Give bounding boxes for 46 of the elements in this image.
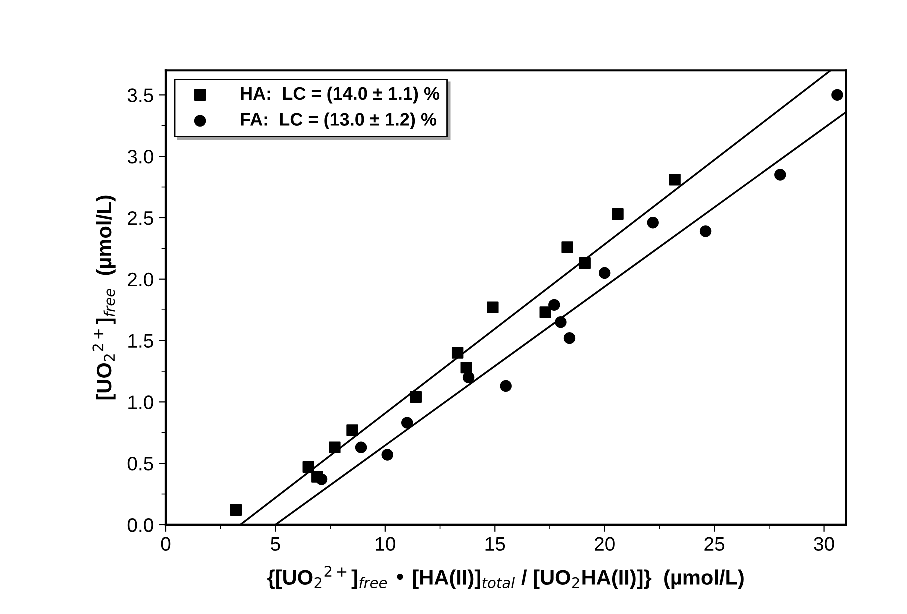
y-tick-label: 3.0 (128, 150, 154, 164)
x-tick-label: 25 (704, 537, 725, 552)
point (599, 267, 611, 280)
y-tick-label: 2.0 (128, 272, 154, 287)
point (564, 332, 576, 344)
point (316, 474, 328, 486)
point (402, 417, 414, 429)
point (669, 174, 681, 186)
point (548, 299, 560, 312)
point (355, 442, 368, 454)
point (382, 449, 394, 461)
point (452, 347, 464, 359)
point (555, 316, 567, 328)
point (462, 372, 475, 384)
point (460, 362, 472, 374)
point (647, 217, 659, 229)
point (302, 461, 314, 474)
y-tick-label: 1.0 (128, 396, 154, 410)
x-tick-label: 15 (486, 537, 506, 552)
y-tick-label: 2.5 (128, 211, 154, 226)
point (774, 169, 786, 181)
y-axis-title: [UO$_{2}$$^{2+}$]$_{free}$ (µmol/L) (92, 196, 116, 400)
legend-label: HA: LC = (14.0 ± 1.1) % (241, 86, 440, 104)
x-tick-label: 0 (161, 537, 171, 552)
y-tick-label: 1.5 (128, 334, 154, 348)
point (612, 208, 624, 220)
x-tick-label: 30 (814, 537, 834, 552)
point (540, 306, 552, 318)
point (700, 226, 712, 238)
point (562, 242, 574, 254)
point (329, 442, 341, 454)
point (832, 89, 844, 102)
legend-label: FA: LC = (13.0 ± 1.2) % (241, 112, 437, 130)
point (230, 504, 242, 516)
x-tick-label: 20 (595, 537, 615, 552)
x-tick-label: 5 (271, 537, 280, 552)
x-tick-label: 10 (376, 537, 396, 552)
point (487, 302, 499, 314)
y-tick-label: 0.5 (128, 457, 154, 471)
point (500, 380, 512, 392)
point (579, 258, 591, 270)
y-tick-label: 3.5 (128, 88, 154, 102)
point (410, 391, 422, 404)
text: {[UO$_{2}$$^{2+}$]$_{free}$ • [HA(II)]$_{total}$ / [UO$_{2}$HA(II)]} (µmol/L) (268, 566, 744, 590)
y-tick-label: 0.0 (128, 518, 154, 532)
point (346, 424, 358, 436)
